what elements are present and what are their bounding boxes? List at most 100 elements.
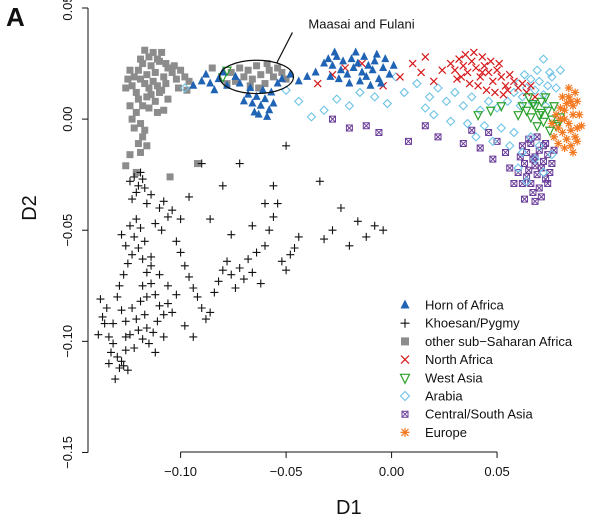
data-point xyxy=(180,261,189,270)
x-tick-label: 0.05 xyxy=(484,464,509,479)
y-tick-label: −0.05 xyxy=(60,214,75,247)
data-point xyxy=(520,160,528,168)
legend-item: Horn of Africa xyxy=(400,298,505,313)
data-point xyxy=(345,124,353,132)
data-point xyxy=(121,317,130,326)
data-point xyxy=(510,180,518,188)
data-point xyxy=(166,173,174,181)
data-point xyxy=(523,93,534,104)
data-point xyxy=(269,212,278,221)
data-point xyxy=(461,50,470,59)
data-point xyxy=(158,48,166,56)
data-point xyxy=(253,62,261,70)
data-point xyxy=(478,68,487,77)
data-point xyxy=(244,66,252,74)
data-point xyxy=(125,177,134,186)
data-point xyxy=(113,292,122,301)
data-point xyxy=(496,102,507,113)
data-point xyxy=(201,315,210,324)
data-point xyxy=(269,98,278,107)
data-point xyxy=(532,65,542,76)
data-point xyxy=(328,226,337,235)
data-point xyxy=(168,308,177,317)
data-point xyxy=(353,58,362,67)
data-point xyxy=(139,133,147,141)
data-point xyxy=(486,57,495,66)
data-point xyxy=(334,74,343,83)
data-point xyxy=(138,175,147,184)
data-point xyxy=(155,301,164,310)
data-point xyxy=(520,195,528,203)
data-point xyxy=(181,73,189,81)
data-point xyxy=(223,257,232,266)
y-tick-label: −0.10 xyxy=(60,325,75,358)
data-point xyxy=(562,99,571,108)
data-point xyxy=(117,230,126,239)
legend-marker xyxy=(401,337,409,346)
data-point xyxy=(482,86,491,95)
data-point xyxy=(525,166,533,174)
x-tick-label: −0.10 xyxy=(164,464,197,479)
y-tick-label: 0.05 xyxy=(60,0,75,21)
data-point xyxy=(269,73,277,81)
annotation-text: Maasai and Fulani xyxy=(308,16,414,31)
data-point xyxy=(119,270,128,279)
data-point xyxy=(246,83,255,91)
data-point xyxy=(139,60,147,68)
data-point xyxy=(560,106,569,115)
data-point xyxy=(328,60,337,69)
data-point xyxy=(573,124,582,132)
data-point xyxy=(379,63,388,71)
data-point xyxy=(503,86,512,95)
legend: Horn of Africa Khoesan/Pygmy other sub−Sah… xyxy=(399,298,573,440)
series-group xyxy=(329,115,558,205)
data-point xyxy=(132,168,140,176)
data-point xyxy=(534,140,545,151)
data-point xyxy=(509,127,519,138)
data-point xyxy=(484,68,493,77)
data-point xyxy=(466,92,477,102)
data-point xyxy=(530,154,540,164)
data-point xyxy=(231,284,240,292)
data-point xyxy=(343,69,352,78)
data-point xyxy=(140,237,149,246)
data-point xyxy=(142,199,151,208)
data-point xyxy=(336,204,345,212)
x-axis-label: D1 xyxy=(336,497,362,519)
data-point xyxy=(176,248,185,257)
data-point xyxy=(556,115,565,124)
data-point xyxy=(143,142,151,150)
data-point xyxy=(362,71,371,80)
data-point xyxy=(189,284,198,292)
data-point xyxy=(517,147,528,158)
data-point xyxy=(145,104,153,112)
data-point xyxy=(206,308,215,317)
data-point xyxy=(142,292,151,301)
data-point xyxy=(144,339,153,348)
data-point xyxy=(345,241,354,250)
data-point xyxy=(294,232,303,241)
data-point xyxy=(320,235,329,244)
data-point xyxy=(239,275,248,284)
data-point xyxy=(117,306,126,315)
data-point xyxy=(571,88,580,97)
data-point xyxy=(239,96,248,105)
data-point xyxy=(551,83,561,93)
data-point xyxy=(311,67,320,76)
data-point xyxy=(125,330,134,339)
data-point xyxy=(140,184,149,192)
data-point xyxy=(488,136,498,147)
data-point xyxy=(475,105,485,116)
data-point xyxy=(504,140,515,151)
data-point xyxy=(377,78,386,87)
data-point xyxy=(185,272,194,281)
legend-label: Khoesan/Pygmy xyxy=(425,316,520,331)
legend-item: Khoesan/Pygmy xyxy=(400,316,520,331)
data-point xyxy=(479,120,490,131)
data-point xyxy=(162,80,170,88)
data-point xyxy=(132,315,141,324)
data-point xyxy=(231,77,239,85)
data-point xyxy=(193,160,201,168)
data-point xyxy=(421,122,429,130)
data-point xyxy=(521,176,532,187)
